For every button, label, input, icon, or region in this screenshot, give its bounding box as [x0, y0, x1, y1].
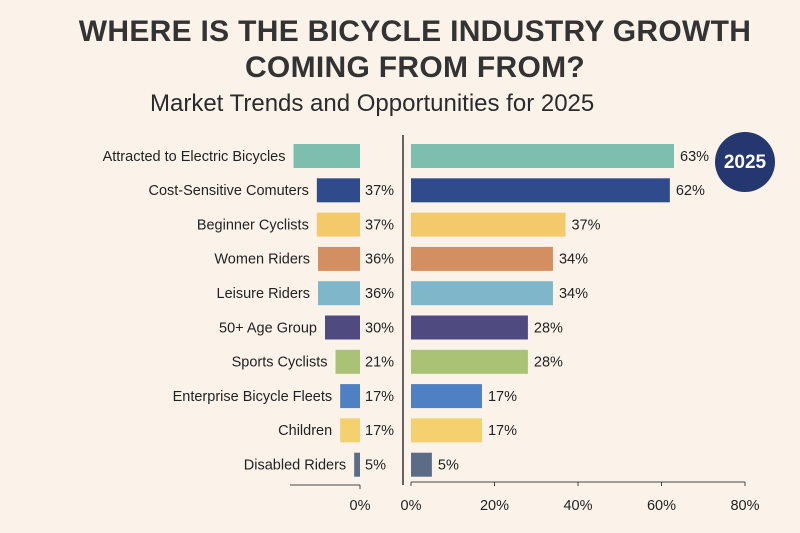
- value-label: 30%: [365, 320, 394, 336]
- bar: [318, 281, 360, 306]
- value-label: 36%: [365, 286, 394, 302]
- category-label: Attracted to Electric Bicycles: [103, 149, 286, 165]
- category-label: Children: [278, 423, 332, 439]
- x-tick-label: 0%: [350, 498, 371, 514]
- category-label: Enterprise Bicycle Fleets: [173, 389, 333, 405]
- bar: [318, 246, 360, 271]
- x-tick-label: 40%: [563, 498, 592, 514]
- category-label: Disabled Riders: [244, 458, 346, 474]
- value-label: 21%: [365, 355, 394, 371]
- value-label: 37%: [365, 183, 394, 199]
- badge: [715, 132, 775, 192]
- bar: [316, 212, 360, 237]
- value-label: 28%: [534, 355, 563, 371]
- bar: [354, 452, 360, 477]
- value-label: 17%: [365, 389, 394, 405]
- value-label: 17%: [488, 389, 517, 405]
- value-label: 36%: [365, 252, 394, 268]
- bar: [293, 144, 360, 168]
- value-label: 5%: [438, 458, 459, 474]
- value-label: 62%: [676, 183, 705, 199]
- value-label: 17%: [488, 423, 517, 439]
- bar: [316, 178, 360, 203]
- chart-subtitle: Market Trends and Opportunities for 2025: [150, 90, 595, 117]
- x-tick-label: 20%: [480, 498, 509, 514]
- bar: [411, 281, 553, 306]
- bar: [411, 452, 432, 477]
- bar: [335, 349, 360, 374]
- bar: [411, 384, 482, 409]
- bar: [411, 315, 528, 340]
- bar: [325, 315, 360, 340]
- bar: [411, 178, 670, 203]
- bar: [411, 246, 553, 271]
- x-tick-label: 0%: [401, 498, 422, 514]
- chart-title: WHERE IS THE BICYCLE INDUSTRY GROWTH COM…: [78, 15, 752, 84]
- category-label: Women Riders: [214, 252, 310, 268]
- bar: [411, 212, 566, 237]
- category-label: Sports Cyclists: [232, 355, 328, 371]
- value-label: 34%: [559, 252, 588, 268]
- x-tick-label: 60%: [647, 498, 676, 514]
- value-label: 63%: [680, 149, 709, 165]
- category-label: Leisure Riders: [217, 286, 311, 302]
- bar: [411, 144, 675, 168]
- category-label: Cost-Sensitive Comuters: [148, 183, 308, 199]
- x-tick-label: 80%: [730, 498, 759, 514]
- value-label: 17%: [365, 423, 394, 439]
- value-label: 5%: [365, 458, 386, 474]
- category-label: Beginner Cyclists: [197, 217, 309, 233]
- value-label: 34%: [559, 286, 588, 302]
- bar: [411, 349, 528, 374]
- value-label: 28%: [534, 320, 563, 336]
- badge-label: 2025: [724, 152, 767, 173]
- value-label: 37%: [365, 217, 394, 233]
- bar: [340, 418, 360, 443]
- bar: [411, 418, 482, 443]
- bar: [340, 384, 360, 409]
- value-label: 37%: [571, 217, 600, 233]
- category-label: 50+ Age Group: [219, 320, 317, 336]
